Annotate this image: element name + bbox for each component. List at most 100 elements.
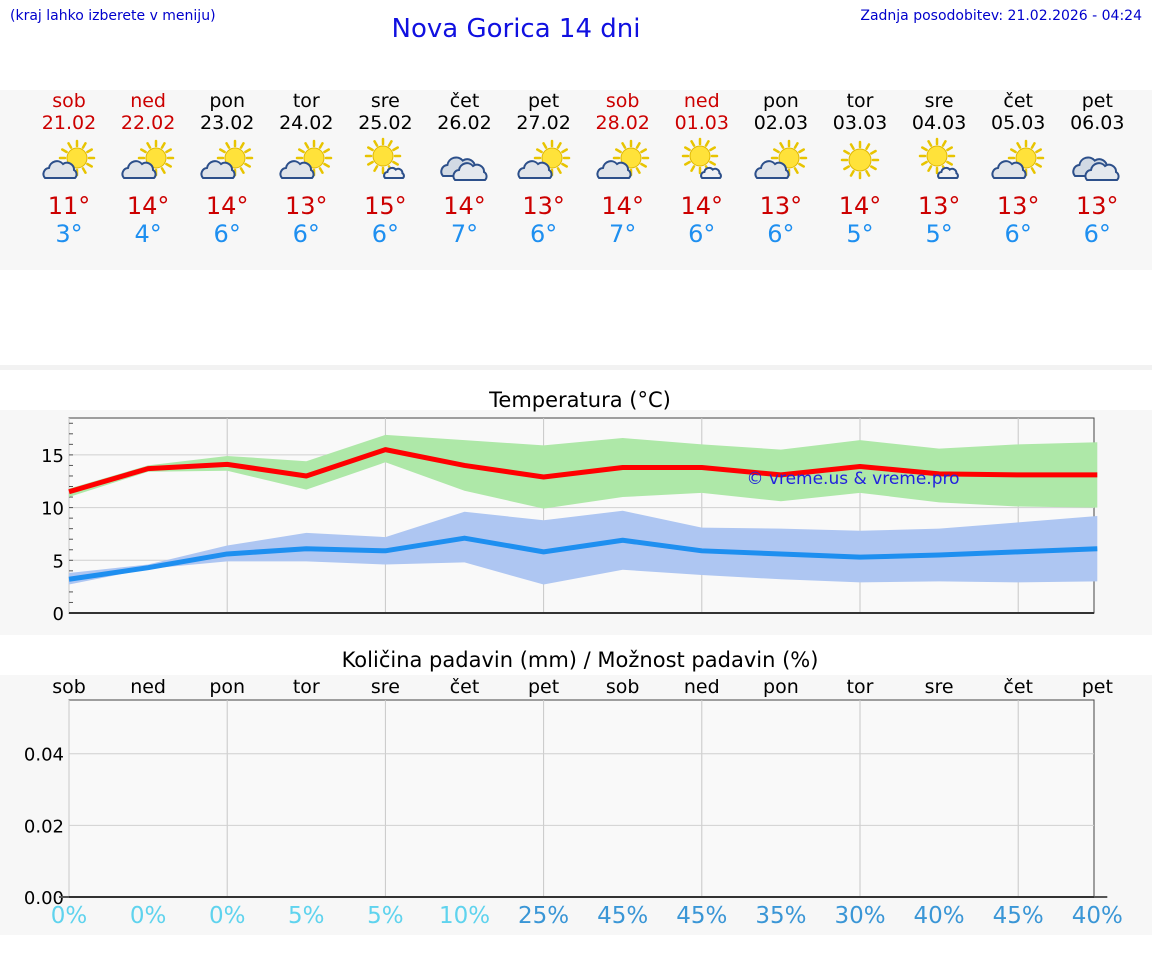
day-date: 26.02 [437, 112, 492, 134]
cloud-icon [279, 160, 315, 179]
cloud-icon [517, 160, 553, 179]
day-column: pet 06.03 13° 6° [1047, 90, 1147, 248]
partly-cloudy-icon [754, 139, 808, 179]
sun-icon [137, 139, 175, 177]
day-date: 21.02 [41, 112, 97, 134]
day-date: 04.03 [911, 112, 967, 134]
divider [0, 365, 1152, 370]
sun-small-cloud-icon [918, 137, 960, 179]
temp-max: 14° [680, 192, 724, 220]
forecast-days: sob 21.02 11° 3° ned 22.02 14° 4° pon 23.02 14° 6° t… [0, 90, 1152, 270]
cloud-icon [991, 160, 1027, 179]
sun-icon [681, 137, 719, 175]
partly-cloudy-icon [991, 139, 1045, 179]
temp-max: 13° [917, 192, 961, 220]
partly-cloudy-icon [42, 139, 96, 179]
temp-min: 6° [688, 220, 716, 248]
precipitation-chart: 0.00 0.02 0.04 sob ned pon tor sre čet pet sob ned p… [24, 676, 1113, 905]
temp-min: 3° [55, 220, 83, 248]
y-tick-label: 0 [53, 604, 64, 625]
precip-probability: 40% [913, 903, 965, 929]
cloud-icon [383, 166, 406, 179]
day-name: ned [683, 90, 720, 112]
temp-max: 14° [126, 192, 170, 220]
partly-cloudy-icon [517, 139, 570, 179]
day-date: 25.02 [358, 112, 413, 134]
sun-icon [365, 137, 402, 175]
temp-min: 4° [134, 220, 162, 248]
cloudy-icon [1072, 156, 1120, 181]
x-category-label: sob [606, 676, 640, 698]
sun-small-cloud-icon [365, 137, 406, 179]
temp-max: 13° [285, 192, 328, 220]
x-category-label: ned [130, 676, 166, 698]
cloud-icon [451, 162, 488, 181]
precip-probability: 10% [438, 903, 491, 929]
cloud-icon [596, 160, 632, 179]
day-column: čet 26.02 14° 7° [415, 90, 515, 248]
x-category-label: pon [763, 676, 799, 698]
day-column: pon 23.02 14° 6° [177, 90, 277, 248]
temp-max: 15° [364, 192, 407, 220]
x-category-label: čet [450, 676, 480, 698]
day-date: 28.02 [595, 112, 650, 134]
precip-probability: 5% [367, 903, 404, 929]
day-date: 03.03 [832, 112, 888, 134]
day-date: 06.03 [1070, 112, 1125, 134]
day-name: pet [527, 90, 560, 112]
precip-probability: 5% [288, 903, 325, 929]
temp-max: 14° [838, 192, 882, 220]
temperature-chart: 0 5 10 15 © vreme.us & vreme.pro [41, 417, 1098, 625]
x-category-label: pet [1082, 676, 1113, 698]
day-name: ned [130, 90, 166, 112]
temp-min: 6° [1083, 220, 1111, 248]
day-column: pet 27.02 13° 6° [494, 90, 594, 248]
day-column: sob 28.02 14° 7° [573, 90, 673, 248]
partly-cloudy-icon [279, 139, 333, 179]
temp-min: 6° [529, 220, 558, 248]
sun-icon [533, 139, 570, 177]
y-tick-label: 0.04 [24, 745, 64, 766]
day-date: 22.02 [120, 112, 176, 134]
temp-max: 14° [601, 192, 644, 220]
day-name: tor [846, 90, 874, 112]
temp-min: 6° [1004, 220, 1032, 248]
temp-max: 14° [443, 192, 486, 220]
day-column: čet 05.03 13° 6° [968, 90, 1068, 248]
day-name: sre [924, 90, 954, 112]
precip-probability: 25% [518, 903, 570, 929]
day-name: tor [292, 90, 320, 112]
x-category-label: pon [209, 676, 245, 698]
temp-min: 6° [213, 220, 241, 248]
sun-icon [612, 139, 649, 177]
cloud-icon [121, 160, 157, 179]
y-tick-label: 10 [41, 499, 64, 520]
day-column: sre 25.02 15° 6° [335, 90, 435, 248]
temp-min: 6° [371, 220, 400, 248]
day-date: 24.02 [279, 112, 334, 134]
day-column: sre 04.03 13° 5° [889, 90, 989, 248]
sun-icon [296, 139, 333, 177]
min-temp-line [68, 535, 1098, 582]
temp-max: 13° [522, 192, 565, 220]
day-date: 01.03 [674, 112, 729, 134]
location-hint: (kraj lahko izberete v meniju) [10, 8, 216, 24]
temp-chart-title: Temperatura (°C) [489, 388, 671, 412]
day-name: sob [52, 90, 86, 112]
temp-max: 14° [205, 192, 249, 220]
temp-max: 13° [1076, 192, 1119, 220]
cloud-icon [1084, 162, 1120, 181]
day-name: sob [605, 90, 640, 112]
day-date: 23.02 [199, 112, 255, 134]
partly-cloudy-icon [596, 139, 649, 179]
precip-probability: 40% [1071, 903, 1123, 929]
precip-probability-row: 0% 0% 0% 5% 5% 10% 25% 45% 45% 35% 30% 40% 45% 40% [0, 903, 1152, 935]
day-name: sre [370, 90, 400, 112]
x-category-label: ned [684, 676, 720, 698]
forecast-band [0, 90, 1152, 270]
day-name: pet [1081, 90, 1113, 112]
sun-icon [58, 139, 96, 177]
day-column: tor 03.03 14° 5° [810, 90, 910, 248]
x-category-label: pet [528, 676, 559, 698]
temp-min: 7° [609, 220, 637, 248]
